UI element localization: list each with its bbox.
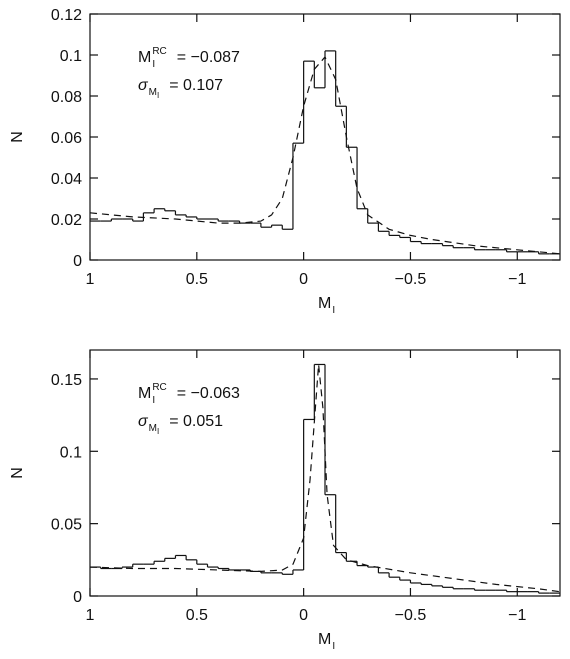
annotation-value: = −0.087 bbox=[177, 49, 240, 66]
symbol: σ bbox=[138, 77, 149, 94]
sub-subscript: I bbox=[157, 91, 159, 100]
x-tick-label: −0.5 bbox=[395, 271, 427, 288]
y-tick-label: 0.06 bbox=[51, 130, 82, 147]
symbol: M bbox=[138, 49, 151, 66]
fit-curve bbox=[89, 364, 561, 593]
y-tick-label: 0.02 bbox=[51, 212, 82, 229]
annotation: σMI = 0.051 bbox=[138, 413, 223, 436]
subscript: I bbox=[332, 305, 335, 316]
y-tick-label: 0 bbox=[73, 253, 82, 270]
symbol: M bbox=[318, 631, 331, 648]
subscript: I bbox=[152, 59, 155, 70]
y-axis-label: N bbox=[9, 467, 26, 479]
annotation: MI RC = −0.063 bbox=[138, 382, 240, 406]
x-tick-label: 0.5 bbox=[186, 607, 208, 624]
y-tick-label: 0.05 bbox=[51, 517, 82, 534]
fit-curve bbox=[89, 55, 561, 255]
annotation-value: = 0.107 bbox=[169, 77, 223, 94]
subscript: M bbox=[149, 87, 157, 98]
x-tick-label: −0.5 bbox=[395, 607, 427, 624]
subscript: I bbox=[152, 395, 155, 406]
annotation: σMI = 0.107 bbox=[138, 77, 223, 100]
x-tick-label: 0 bbox=[299, 607, 308, 624]
x-tick-label: 0 bbox=[299, 271, 308, 288]
symbol: M bbox=[318, 295, 331, 312]
x-tick-label: −1 bbox=[508, 271, 526, 288]
y-tick-label: 0.1 bbox=[60, 48, 82, 65]
y-tick-label: 0.08 bbox=[51, 89, 82, 106]
subscript: M bbox=[149, 423, 157, 434]
subscript: I bbox=[332, 641, 335, 652]
x-axis-label: MI bbox=[318, 295, 335, 316]
symbol: M bbox=[138, 385, 151, 402]
x-tick-label: 1 bbox=[86, 607, 95, 624]
superscript: RC bbox=[152, 382, 166, 393]
y-axis-label: N bbox=[9, 131, 26, 143]
annotation-value: = −0.063 bbox=[177, 385, 240, 402]
x-tick-label: 0.5 bbox=[186, 271, 208, 288]
plot-frame bbox=[89, 349, 561, 597]
symbol: σ bbox=[138, 413, 149, 430]
y-tick-label: 0.15 bbox=[51, 372, 82, 389]
x-axis-label: MI bbox=[318, 631, 335, 652]
x-tick-label: −1 bbox=[508, 607, 526, 624]
y-tick-label: 0.04 bbox=[51, 171, 82, 188]
y-tick-label: 0 bbox=[73, 589, 82, 606]
x-tick-label: 1 bbox=[86, 271, 95, 288]
y-tick-label: 0.1 bbox=[60, 444, 82, 461]
annotation: MI RC = −0.087 bbox=[138, 46, 240, 70]
y-tick-label: 0.12 bbox=[51, 7, 82, 24]
superscript: RC bbox=[152, 46, 166, 57]
annotation-value: = 0.051 bbox=[169, 413, 223, 430]
sub-subscript: I bbox=[157, 427, 159, 436]
